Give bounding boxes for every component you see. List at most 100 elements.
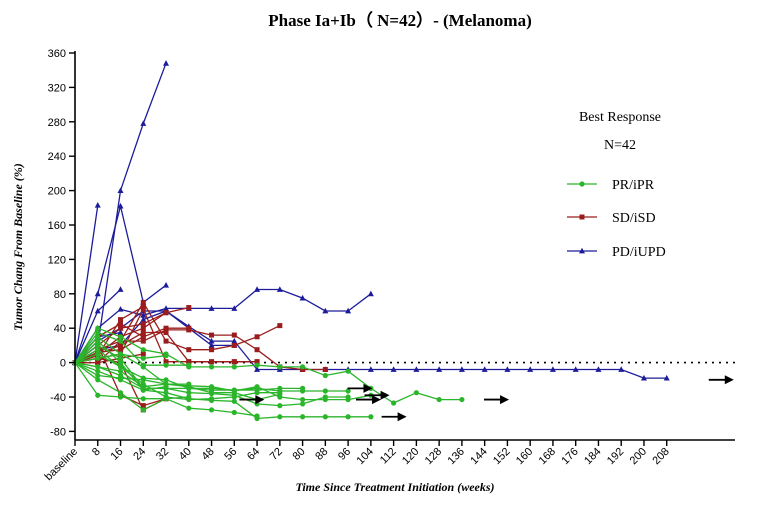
x-tick-label: 16 <box>108 446 125 463</box>
x-tick-label: 152 <box>491 446 512 467</box>
series-pripr-2 <box>72 360 374 422</box>
ongoing-arrow <box>381 412 407 422</box>
data-point <box>117 375 124 381</box>
data-point <box>209 347 215 353</box>
y-axis-label: Tumor Chang From Baseline (%) <box>11 163 25 331</box>
data-point <box>95 364 101 370</box>
data-point <box>254 413 260 419</box>
arrow-head <box>724 375 734 385</box>
data-point <box>231 394 237 400</box>
legend-label: SD/iSD <box>612 211 656 226</box>
legend: Best Response N=42 PR/iPR SD/iSD PD/iUPD <box>567 110 666 260</box>
data-point <box>504 366 511 372</box>
data-point <box>163 353 169 359</box>
data-point <box>186 385 192 391</box>
data-point <box>322 366 328 372</box>
data-point <box>299 401 306 407</box>
data-point <box>186 390 192 396</box>
data-point <box>254 359 260 365</box>
x-tick-label: 128 <box>423 446 444 467</box>
data-point <box>208 342 215 348</box>
data-point <box>117 286 124 292</box>
series-pripr-9 <box>72 329 192 368</box>
data-point <box>299 396 306 403</box>
x-tick-label: 192 <box>605 446 626 467</box>
data-point <box>277 414 283 420</box>
data-point <box>368 414 374 420</box>
data-point <box>95 347 101 353</box>
y-tick-label: 160 <box>48 220 66 232</box>
data-point <box>209 359 215 365</box>
x-tick-label: 80 <box>291 446 308 463</box>
legend-entry-pripr: PR/iPR <box>567 178 655 193</box>
arrow-head <box>500 395 510 405</box>
data-point <box>345 396 351 403</box>
data-point <box>117 355 124 361</box>
data-point <box>140 396 146 402</box>
data-point <box>186 305 192 311</box>
data-point <box>208 364 215 370</box>
data-point <box>186 405 192 411</box>
data-point <box>254 366 261 372</box>
x-tick-label: 112 <box>378 446 399 467</box>
legend-swatch-marker <box>579 247 585 254</box>
y-tick-label: -80 <box>50 426 66 438</box>
x-tick-label: 8 <box>90 446 103 459</box>
legend-entry-sdisd: SD/iSD <box>567 211 656 226</box>
data-point <box>254 347 260 353</box>
data-point <box>231 364 237 370</box>
x-tick-label: 40 <box>177 446 194 463</box>
data-point <box>94 202 101 208</box>
data-point <box>140 299 146 305</box>
data-point <box>118 347 124 353</box>
data-point <box>140 407 146 413</box>
data-point <box>322 388 328 394</box>
ongoing-arrow <box>356 395 382 405</box>
data-point <box>254 362 260 368</box>
arrow-head <box>397 412 407 422</box>
data-point <box>140 403 146 409</box>
data-point <box>231 409 237 416</box>
series-line <box>74 361 371 420</box>
data-point <box>322 414 328 420</box>
data-point <box>163 362 169 368</box>
data-point <box>299 414 306 420</box>
data-point <box>140 351 146 357</box>
data-point <box>413 366 420 372</box>
legend-label: PD/iUPD <box>612 245 666 260</box>
data-point <box>117 187 124 193</box>
series-line <box>74 361 280 401</box>
legend-title: Best Response <box>579 110 661 125</box>
data-point <box>618 366 625 372</box>
data-point <box>276 286 283 292</box>
series-line <box>74 288 372 363</box>
y-tick-label: 280 <box>48 117 66 129</box>
data-point <box>95 368 101 374</box>
y-tick-label: 320 <box>48 82 66 94</box>
data-point <box>186 359 192 365</box>
data-point <box>118 317 124 323</box>
data-point <box>95 334 101 340</box>
series-pripr-8 <box>72 325 465 406</box>
data-point <box>299 385 306 391</box>
data-point <box>254 286 261 292</box>
legend-subtitle: N=42 <box>604 138 636 153</box>
data-point <box>117 360 124 366</box>
data-point <box>299 294 306 301</box>
series-line <box>74 362 189 400</box>
data-point <box>94 290 101 297</box>
x-tick-label: 200 <box>628 446 649 467</box>
data-point <box>95 372 101 379</box>
series-line <box>74 335 372 401</box>
data-point <box>391 400 397 406</box>
data-point <box>208 407 215 413</box>
data-point <box>254 334 260 340</box>
y-tick-label: 360 <box>48 48 66 60</box>
data-point <box>186 347 192 353</box>
data-point <box>117 394 124 400</box>
series-pripr-13 <box>72 347 306 393</box>
data-point <box>572 366 579 372</box>
data-point <box>208 305 215 311</box>
series-line <box>74 205 99 363</box>
